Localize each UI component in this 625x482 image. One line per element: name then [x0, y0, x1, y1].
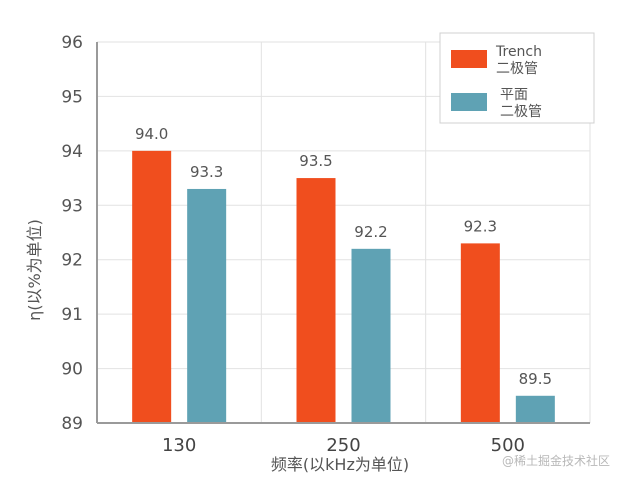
y-tick-label: 92 — [61, 251, 83, 271]
y-tick-label: 89 — [61, 414, 83, 434]
x-axis-label: 频率(以kHz为单位) — [271, 455, 409, 474]
data-label: 89.5 — [519, 370, 552, 388]
y-tick-label: 95 — [61, 87, 83, 107]
y-axis-label: η(以%为单位) — [25, 219, 44, 321]
bar — [132, 150, 172, 423]
bar — [187, 188, 227, 423]
bar — [296, 178, 336, 423]
y-tick-label: 90 — [61, 360, 83, 380]
x-tick-label: 250 — [326, 435, 360, 456]
x-tick-labels: 130 250 500 — [162, 435, 525, 456]
data-labels: 94.0 93.3 93.5 92.2 92.3 89.5 — [135, 125, 552, 388]
y-tick-label: 94 — [61, 142, 83, 162]
bar — [515, 395, 555, 423]
bars — [132, 150, 555, 423]
legend-swatch-planar — [451, 93, 487, 111]
data-label: 93.3 — [190, 163, 223, 181]
bar — [460, 243, 500, 423]
y-tick-labels: 89 90 91 92 93 94 95 96 — [61, 33, 83, 434]
legend-label-planar-line1: 平面 — [500, 87, 528, 103]
watermark: @稀土掘金技术社区 — [502, 453, 610, 468]
data-label: 94.0 — [135, 125, 168, 143]
y-tick-label: 91 — [61, 305, 83, 325]
x-tick-label: 130 — [162, 435, 196, 456]
bar — [351, 248, 391, 423]
legend: Trench 二极管 平面 二极管 — [439, 32, 595, 124]
y-tick-label: 96 — [61, 33, 83, 53]
y-tick-label: 93 — [61, 196, 83, 216]
legend-label-trench-line2: 二极管 — [496, 61, 538, 77]
legend-swatch-trench — [451, 50, 487, 68]
data-label: 92.2 — [354, 223, 387, 241]
x-tick-label: 500 — [491, 435, 525, 456]
axes — [96, 42, 590, 424]
data-label: 93.5 — [299, 152, 332, 170]
legend-label-planar-line2: 二极管 — [500, 104, 542, 120]
data-label: 92.3 — [464, 217, 497, 235]
legend-label-trench-line1: Trench — [495, 44, 542, 60]
